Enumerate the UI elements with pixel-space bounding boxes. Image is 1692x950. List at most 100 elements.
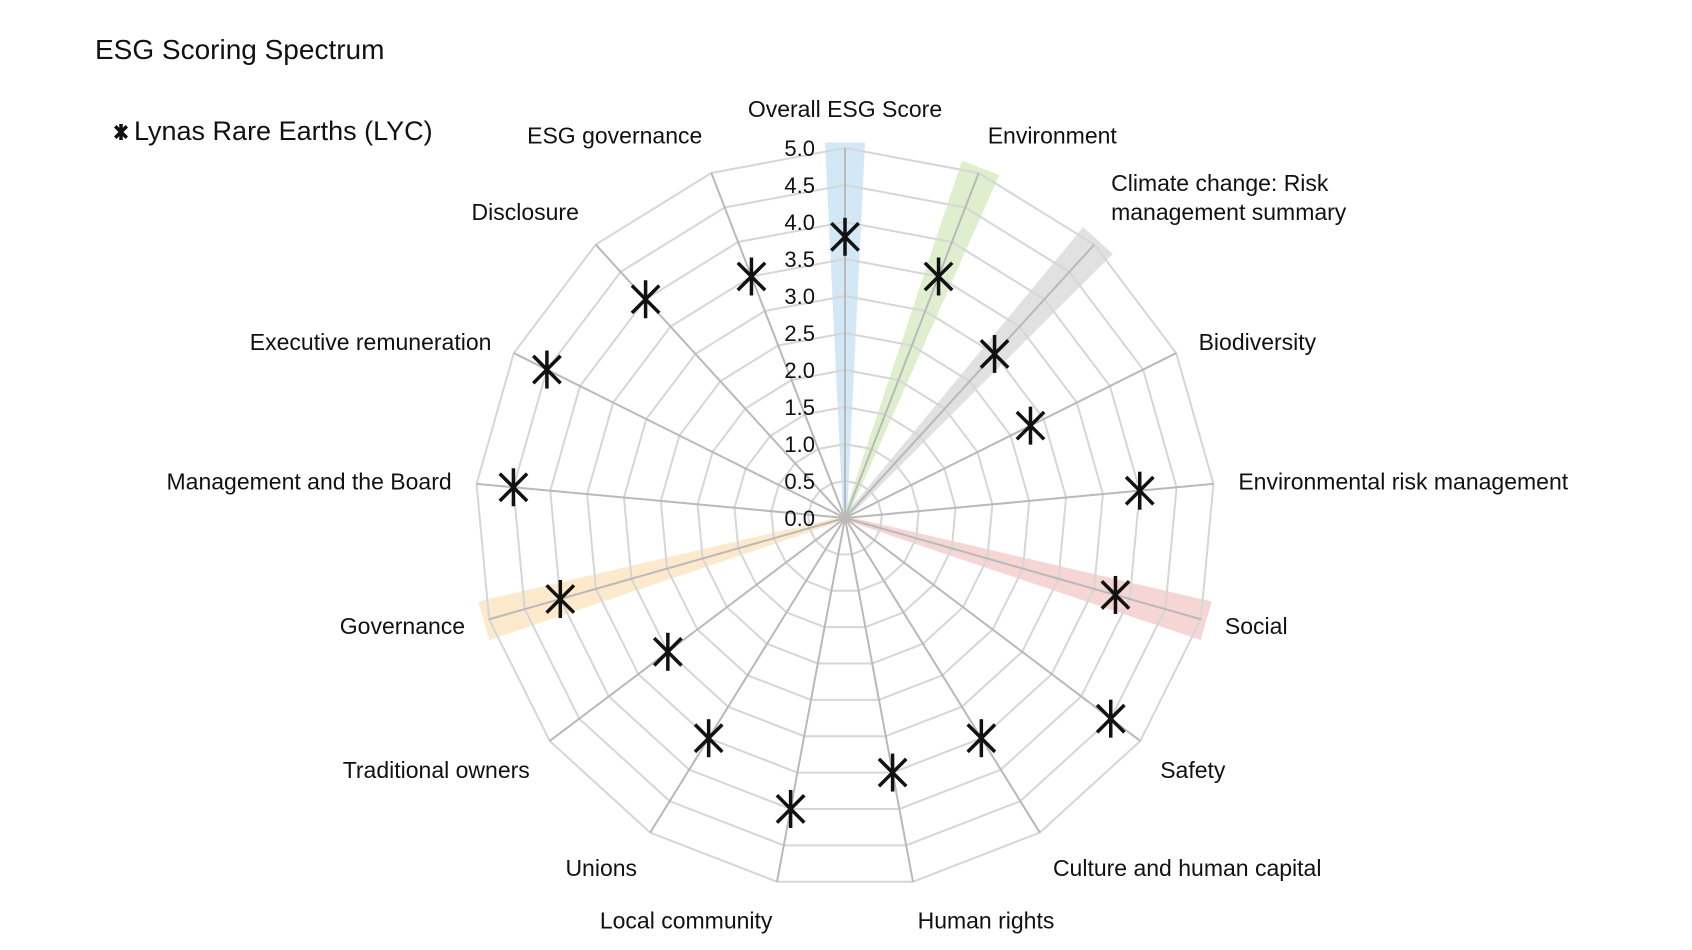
grid-ring bbox=[586, 257, 1104, 774]
data-point-management-and-the-board bbox=[498, 468, 529, 507]
spoke bbox=[476, 482, 846, 519]
marker-stroke bbox=[545, 584, 576, 614]
marker-stroke bbox=[966, 723, 997, 754]
spoke bbox=[844, 517, 914, 882]
marker-stroke bbox=[1124, 475, 1155, 506]
data-point-traditional-owners bbox=[652, 632, 683, 671]
data-point-culture-and-human-capital bbox=[966, 719, 997, 758]
category-label: Environmental risk management bbox=[1238, 469, 1568, 495]
legend-asterisk bbox=[114, 124, 128, 140]
category-label: Climate change: Risk bbox=[1111, 170, 1329, 196]
marker-stroke bbox=[923, 261, 954, 292]
data-point-safety bbox=[1095, 699, 1126, 738]
category-label: Local community bbox=[600, 907, 773, 933]
spoke bbox=[844, 172, 980, 519]
tick-label: 3.5 bbox=[784, 247, 815, 272]
category-label: Governance bbox=[340, 613, 465, 639]
data-point-climate-change-risk-management-summary bbox=[979, 334, 1010, 373]
grid-ring bbox=[549, 220, 1141, 810]
category-labels: Overall ESG Score Environment Climate chan… bbox=[167, 96, 1569, 933]
category-label: management summary bbox=[1111, 199, 1347, 225]
data-point-local-community bbox=[775, 789, 806, 828]
marker-stroke bbox=[114, 125, 128, 139]
radar-grid bbox=[475, 146, 1215, 883]
spoke bbox=[710, 172, 846, 519]
data-point-social bbox=[1100, 575, 1131, 614]
data-point-overall-esg-score bbox=[830, 217, 860, 256]
marker-stroke bbox=[830, 221, 860, 252]
marker-stroke bbox=[979, 339, 1010, 369]
spoke bbox=[844, 517, 1202, 621]
category-label: Safety bbox=[1160, 757, 1226, 783]
category-label: Environment bbox=[988, 123, 1118, 149]
tick-label: 2.5 bbox=[784, 321, 815, 346]
spoke bbox=[844, 517, 1041, 834]
grid-ring bbox=[475, 146, 1215, 883]
data-point-esg-governance bbox=[736, 257, 767, 296]
marker-stroke bbox=[693, 723, 724, 754]
data-point-executive-remuneration bbox=[531, 350, 562, 389]
tick-label: 4.5 bbox=[784, 173, 815, 198]
category-label: Social bbox=[1225, 613, 1288, 639]
grid-ring bbox=[512, 183, 1178, 847]
category-label: Executive remuneration bbox=[250, 329, 492, 355]
tick-label: 0.0 bbox=[784, 506, 815, 531]
data-point-unions bbox=[693, 719, 724, 758]
data-points bbox=[498, 217, 1155, 828]
grid-ring bbox=[770, 442, 920, 592]
tick-label: 3.0 bbox=[784, 284, 815, 309]
grid-ring bbox=[733, 405, 957, 629]
spoke bbox=[649, 517, 846, 834]
legend-label: Lynas Rare Earths (LYC) bbox=[134, 116, 433, 146]
category-label: ESG governance bbox=[527, 123, 702, 149]
marker-stroke bbox=[1095, 703, 1126, 734]
spoke bbox=[549, 517, 846, 742]
tick-label: 2.0 bbox=[784, 358, 815, 383]
marker-stroke bbox=[1100, 580, 1131, 610]
tick-label: 4.0 bbox=[784, 210, 815, 235]
radar-spokes bbox=[476, 148, 1214, 882]
grid-ring bbox=[622, 294, 1068, 738]
data-point-disclosure bbox=[630, 280, 661, 319]
category-label: Traditional owners bbox=[343, 757, 530, 783]
legend: Lynas Rare Earths (LYC) bbox=[114, 116, 433, 146]
data-point-environmental-risk-management bbox=[1124, 471, 1155, 510]
spoke bbox=[844, 517, 1141, 742]
tick-label: 5.0 bbox=[784, 136, 815, 161]
data-point-environment bbox=[923, 257, 954, 296]
band-environment bbox=[843, 160, 1000, 519]
legend-marker-asterisk bbox=[114, 124, 128, 140]
spoke bbox=[844, 352, 1177, 519]
marker-stroke bbox=[775, 794, 806, 824]
data-point-biodiversity bbox=[1015, 406, 1046, 445]
category-label: Disclosure bbox=[472, 199, 579, 225]
category-label: Management and the Board bbox=[167, 469, 452, 495]
marker-stroke bbox=[877, 757, 908, 788]
spoke bbox=[776, 517, 846, 882]
band-social bbox=[844, 516, 1212, 641]
band-governance bbox=[478, 516, 846, 641]
spoke bbox=[513, 352, 846, 519]
tick-label: 1.5 bbox=[784, 395, 815, 420]
category-label: Unions bbox=[565, 855, 637, 881]
spoke bbox=[844, 482, 1214, 519]
marker-stroke bbox=[652, 636, 683, 667]
category-label: Overall ESG Score bbox=[748, 96, 942, 122]
category-label: Biodiversity bbox=[1199, 329, 1317, 355]
radial-tick-labels: 0.0 0.5 1.0 1.5 2.0 2.5 3.0 3.5 4.0 4.5 5.0 bbox=[784, 136, 815, 531]
spoke bbox=[488, 517, 846, 621]
data-point-governance bbox=[545, 580, 576, 619]
tick-label: 1.0 bbox=[784, 432, 815, 457]
marker-stroke bbox=[1015, 410, 1046, 441]
category-label: Culture and human capital bbox=[1053, 855, 1322, 881]
grid-ring bbox=[696, 368, 994, 665]
grid-ring bbox=[659, 331, 1031, 701]
chart-title: ESG Scoring Spectrum bbox=[95, 34, 384, 65]
marker-stroke bbox=[498, 472, 529, 503]
marker-stroke bbox=[736, 261, 767, 292]
tick-label: 0.5 bbox=[784, 469, 815, 494]
data-point-human-rights bbox=[877, 753, 908, 792]
spoke bbox=[844, 243, 1096, 519]
marker-stroke bbox=[531, 354, 562, 385]
